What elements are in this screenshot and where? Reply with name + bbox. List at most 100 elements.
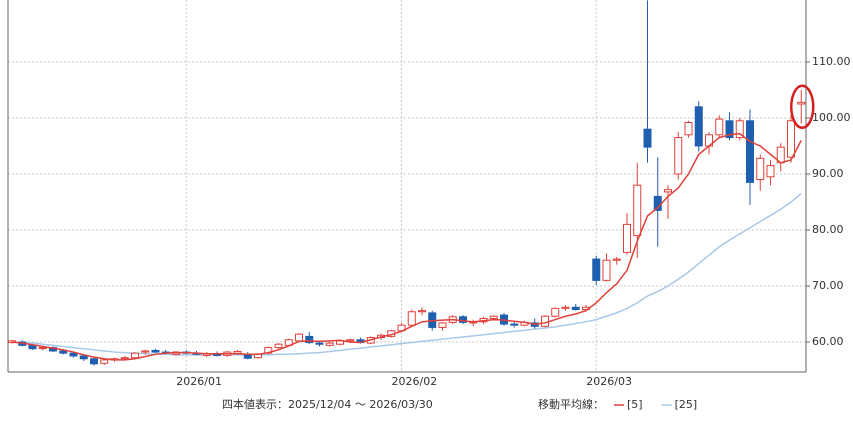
candle [633,162,642,258]
candle [623,213,631,255]
candle-body [489,315,498,319]
candle-body [612,258,621,261]
candle [561,305,570,311]
candle [725,112,734,141]
moving-average-line [11,132,802,361]
candle-body [756,157,765,181]
candle-body [551,307,560,317]
candle-body [510,323,519,326]
candle [612,256,621,265]
candle [602,253,611,282]
candle-body [274,343,283,349]
candle [541,315,549,328]
legend-label: [25] [675,398,698,411]
x-tick-label: 2026/01 [176,375,222,388]
candle [776,143,785,172]
candle [510,321,519,328]
candle-body [151,349,160,353]
candle [469,319,478,327]
candle [787,115,795,163]
candle-body [407,311,416,326]
candle-body [346,339,355,342]
candle [438,321,447,331]
candle-body [59,350,68,354]
candle-body [561,306,570,309]
candle-body [735,120,744,139]
candle [664,185,672,219]
candle-body [69,352,78,357]
candle [459,315,467,325]
candle [418,307,426,316]
x-tick-label: 2026/03 [586,375,632,388]
candle-body [571,306,580,311]
candle-body [715,118,724,136]
candle [202,352,211,358]
ma-label: 移動平均線： [538,397,604,411]
candle-body [90,358,98,365]
candle [90,357,98,366]
candle-body [131,352,139,359]
candle-body [602,259,611,281]
x-tick-label: 2026/02 [392,375,438,388]
candle-body [418,310,426,313]
y-tick-label: 90.00 [812,167,844,180]
candle [684,120,693,138]
candle-body [120,357,129,360]
annotation-circle [790,84,815,130]
candle [100,358,109,365]
candle [274,343,283,349]
candle-body [664,189,672,193]
candle [243,352,252,360]
candle-body [100,359,109,364]
candle [694,101,703,152]
candle-body [633,184,642,237]
candle-body [79,355,88,360]
candle [756,154,765,191]
candle [715,115,724,138]
candle-body [295,333,303,342]
candle-body [684,121,693,136]
candle [141,349,150,355]
candle-body [592,258,601,281]
y-tick-label: 100.00 [812,111,851,124]
candle-body [141,350,150,353]
y-tick-label: 60.00 [812,335,844,348]
y-tick-label: 70.00 [812,279,844,292]
candle [151,348,160,354]
candle-body [438,322,447,328]
candle [746,109,754,205]
candle-body [643,128,652,148]
candle [797,89,806,124]
candle [592,255,601,285]
candle-body [766,165,775,178]
candle-body [233,351,242,354]
candle [131,352,139,359]
candle-body [674,137,683,175]
candle [735,117,744,141]
candle [551,307,560,318]
candle [766,159,775,186]
candle-body [315,342,324,345]
candle [305,331,314,345]
candle-body [305,335,314,344]
candle-body [797,101,806,105]
candle-body [694,106,703,147]
y-tick-label: 110.00 [812,55,851,68]
candle-body [541,315,549,327]
candle-body [787,120,795,158]
candle-body [325,342,334,346]
candle [674,131,683,180]
moving-average-line [11,193,802,356]
legend-label: [5] [627,398,643,411]
candle [653,157,662,247]
candle-body [746,120,754,183]
y-tick-label: 80.00 [812,223,844,236]
candle [407,309,416,327]
candle-body [725,120,734,139]
candle [571,303,580,311]
candle [325,341,334,347]
candle [643,0,652,163]
range-label: 四本値表示：2025/12/04 〜 2026/03/30 [222,397,433,411]
candle-body [38,347,47,350]
